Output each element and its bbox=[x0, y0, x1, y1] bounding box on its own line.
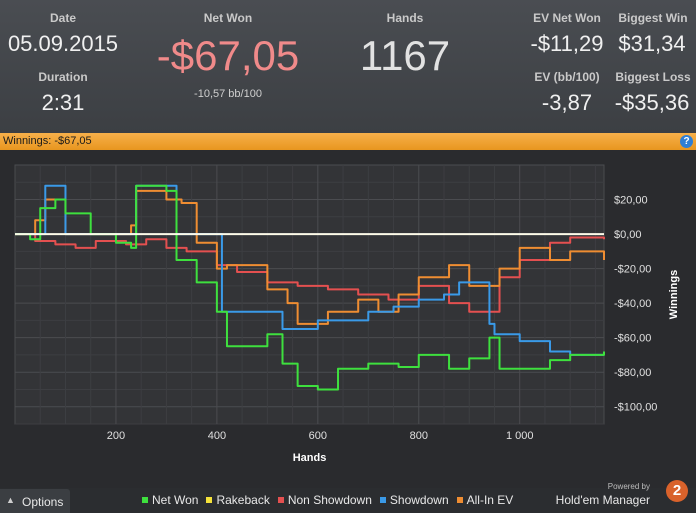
ev-net-won-label: EV Net Won bbox=[533, 11, 601, 25]
duration-label: Duration bbox=[38, 70, 88, 84]
chart-legend: Net Won Rakeback Non Showdown Showdown All-I… bbox=[142, 493, 521, 507]
x-tick-label: 400 bbox=[208, 430, 226, 442]
x-tick-label: 800 bbox=[410, 430, 428, 442]
brand-name: Hold'em Manager bbox=[555, 493, 650, 507]
x-tick-label: 600 bbox=[309, 430, 327, 442]
powered-by-text: Powered by bbox=[607, 482, 650, 491]
legend-swatch bbox=[142, 497, 148, 503]
bb-per-100: -10,57 bb/100 bbox=[194, 88, 262, 100]
y-tick-label: -$20,00 bbox=[614, 264, 651, 276]
winnings-banner-text: Winnings: -$67,05 bbox=[3, 135, 92, 147]
legend-item[interactable]: Net Won bbox=[142, 493, 198, 507]
date-value: 05.09.2015 bbox=[7, 31, 119, 56]
ev-net-won-value: -$11,29 bbox=[530, 31, 604, 56]
winnings-chart-svg: 200 400 600 800 1 000 $20,00 $0,00 -$20,00 -$40,… bbox=[14, 164, 680, 464]
legend-label: Non Showdown bbox=[287, 493, 372, 507]
biggest-win-label: Biggest Win bbox=[618, 11, 688, 25]
y-tick-label: $0,00 bbox=[614, 229, 642, 241]
ev-bb-value: -3,87 bbox=[541, 90, 593, 115]
chevron-up-icon: ▲ bbox=[6, 495, 15, 505]
duration-value: 2:31 bbox=[41, 90, 85, 115]
y-tick-label: -$40,00 bbox=[614, 298, 651, 310]
y-tick-label: -$100,00 bbox=[614, 402, 657, 414]
x-axis-label: Hands bbox=[293, 452, 327, 464]
x-tick-label: 200 bbox=[107, 430, 125, 442]
legend-label: Showdown bbox=[389, 493, 449, 507]
legend-swatch bbox=[379, 497, 386, 503]
y-tick-label: $20,00 bbox=[614, 195, 648, 207]
y-tick-label: -$80,00 bbox=[614, 367, 651, 379]
biggest-win-value: $31,34 bbox=[618, 31, 686, 56]
series-line-all-in-ev bbox=[15, 189, 605, 325]
legend-swatch bbox=[206, 497, 213, 503]
y-tick-label: -$60,00 bbox=[614, 333, 651, 345]
ev-bb-label: EV (bb/100) bbox=[534, 70, 600, 84]
hands-value: 1167 bbox=[359, 32, 451, 79]
net-won-value: -$67,05 bbox=[156, 32, 300, 79]
legend-item[interactable]: All-In EV bbox=[456, 493, 514, 507]
legend-label: All-In EV bbox=[466, 493, 514, 507]
footer-bar: ▲ Options Net Won Rakeback Non Showdown Sho… bbox=[0, 480, 696, 513]
date-label: Date bbox=[49, 11, 76, 25]
legend-swatch bbox=[456, 497, 463, 503]
y-axis-label: Winnings bbox=[668, 270, 680, 319]
hands-label: Hands bbox=[386, 11, 424, 25]
stats-panel: Date 05.09.2015 Duration 2:31 Net Won -$… bbox=[0, 0, 696, 133]
legend-label: Net Won bbox=[152, 493, 199, 507]
legend-item[interactable]: Rakeback bbox=[206, 493, 270, 507]
biggest-loss-label: Biggest Loss bbox=[615, 70, 691, 84]
legend-item[interactable]: Showdown bbox=[379, 493, 449, 507]
biggest-loss-value: -$35,36 bbox=[614, 90, 690, 115]
legend-label: Rakeback bbox=[216, 493, 270, 507]
net-won-label: Net Won bbox=[203, 11, 253, 25]
legend-swatch bbox=[277, 497, 284, 503]
winnings-banner: Winnings: -$67,05 ? bbox=[0, 133, 696, 150]
x-tick-label: 1 000 bbox=[506, 430, 534, 442]
legend-item[interactable]: Non Showdown bbox=[277, 493, 372, 507]
options-button[interactable]: ▲ Options bbox=[0, 489, 70, 513]
series-line-net-won bbox=[15, 184, 605, 391]
options-label: Options bbox=[22, 495, 64, 509]
help-icon[interactable]: ? bbox=[680, 135, 693, 148]
winnings-chart: 200 400 600 800 1 000 $20,00 $0,00 -$20,00 -$40,… bbox=[0, 150, 696, 488]
series-line-non-showdown bbox=[15, 233, 605, 313]
brand-badge-icon: 2 bbox=[666, 480, 688, 502]
plot-area bbox=[14, 164, 605, 425]
